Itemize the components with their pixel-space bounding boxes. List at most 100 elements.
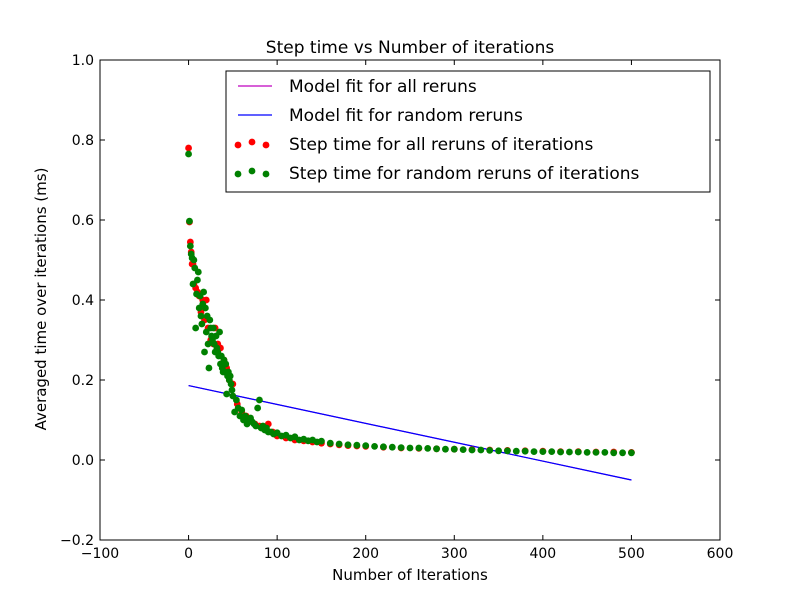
x-axis: −100 0 100 200 300 400 500 600 (81, 60, 734, 562)
data-point (256, 396, 263, 404)
data-point (504, 447, 511, 455)
x-axis-label: Number of Iterations (332, 566, 488, 584)
data-point (397, 444, 405, 451)
y-axis-label: Averaged time over iterations (ms) (32, 168, 50, 431)
y-tick-label: 0.6 (72, 213, 94, 229)
data-point (601, 449, 609, 456)
x-tick-label: 300 (441, 546, 468, 562)
data-point (406, 444, 414, 452)
series-points-3 (185, 150, 635, 457)
x-tick-label: 600 (707, 546, 734, 562)
data-point (206, 316, 214, 324)
legend-label: Step time for random reruns of iteration… (289, 164, 640, 184)
legend-point-marker (248, 138, 256, 146)
y-tick-label: 0.0 (72, 453, 94, 469)
data-point (592, 449, 600, 456)
data-point (197, 312, 205, 320)
data-point (202, 328, 210, 336)
data-point (223, 390, 231, 398)
legend-point-marker (234, 141, 242, 149)
data-point (204, 340, 212, 348)
data-point (380, 443, 387, 451)
data-point (185, 150, 192, 158)
x-tick-label: 500 (618, 546, 645, 562)
data-point (415, 444, 423, 452)
legend: Model fit for all reruns Model fit for ra… (225, 70, 711, 193)
data-point (254, 404, 262, 412)
data-point (539, 448, 547, 455)
data-point (189, 280, 197, 288)
x-tick-label: 100 (264, 546, 291, 562)
data-point (227, 380, 235, 388)
x-tick-label: 200 (352, 546, 379, 562)
data-point (202, 304, 209, 312)
data-point (186, 242, 194, 250)
chart-title: Step time vs Number of iterations (266, 38, 555, 58)
y-tick-label: −0.2 (60, 533, 94, 549)
legend-box (225, 70, 711, 193)
data-point (566, 448, 573, 456)
legend-point-marker (262, 141, 270, 149)
data-point (185, 144, 192, 152)
data-point (216, 328, 223, 336)
data-point (450, 445, 458, 453)
legend-point-marker (262, 170, 270, 178)
data-point (201, 348, 208, 356)
data-point (228, 386, 236, 394)
data-point (512, 447, 520, 455)
data-point (362, 442, 370, 449)
y-tick-label: 0.8 (72, 133, 94, 149)
legend-item: Model fit for all reruns (238, 77, 477, 97)
data-point (371, 443, 378, 450)
data-point (619, 449, 626, 457)
data-point (495, 447, 502, 455)
legend-item: Step time for random reruns of iteration… (234, 164, 640, 184)
data-point (610, 449, 618, 457)
data-point (477, 446, 485, 454)
data-point (353, 441, 361, 449)
x-tick-label: −100 (81, 546, 119, 562)
legend-item: Model fit for random reruns (238, 106, 523, 126)
plot-area (99, 59, 721, 541)
x-tick-label: 0 (184, 546, 193, 562)
data-point (222, 360, 230, 368)
data-point (424, 445, 432, 452)
data-point (521, 447, 529, 455)
y-tick-label: 1.0 (72, 53, 94, 69)
data-point (628, 449, 635, 457)
y-tick-label: 0.2 (72, 373, 94, 389)
data-point (442, 445, 449, 453)
legend-label: Step time for all reruns of iterations (289, 135, 593, 155)
data-point (205, 364, 213, 372)
legend-point-marker (248, 167, 256, 175)
data-point (548, 448, 556, 455)
data-point (335, 440, 343, 448)
data-point (226, 372, 234, 380)
data-point (194, 268, 202, 276)
legend-point-marker (234, 170, 242, 178)
data-point (238, 406, 246, 414)
data-point (318, 437, 325, 445)
data-point (486, 447, 494, 454)
data-point (557, 448, 564, 456)
y-tick-label: 0.4 (72, 293, 94, 309)
data-point (190, 256, 198, 264)
data-point (200, 288, 208, 296)
x-tick-label: 400 (529, 546, 556, 562)
data-point (252, 422, 260, 430)
data-point (530, 448, 538, 455)
legend-label: Model fit for random reruns (289, 106, 523, 126)
data-point (574, 448, 582, 456)
data-point (233, 396, 240, 404)
data-point (468, 446, 476, 454)
data-point (344, 441, 352, 449)
data-point (192, 324, 200, 332)
legend-label: Model fit for all reruns (289, 77, 477, 97)
data-point (459, 446, 467, 453)
y-axis: −0.2 0.0 0.2 0.4 0.6 0.8 1.0 (60, 53, 720, 549)
data-point (186, 217, 193, 225)
data-point (583, 449, 591, 456)
data-point (326, 439, 334, 447)
legend-item: Step time for all reruns of iterations (234, 135, 593, 155)
